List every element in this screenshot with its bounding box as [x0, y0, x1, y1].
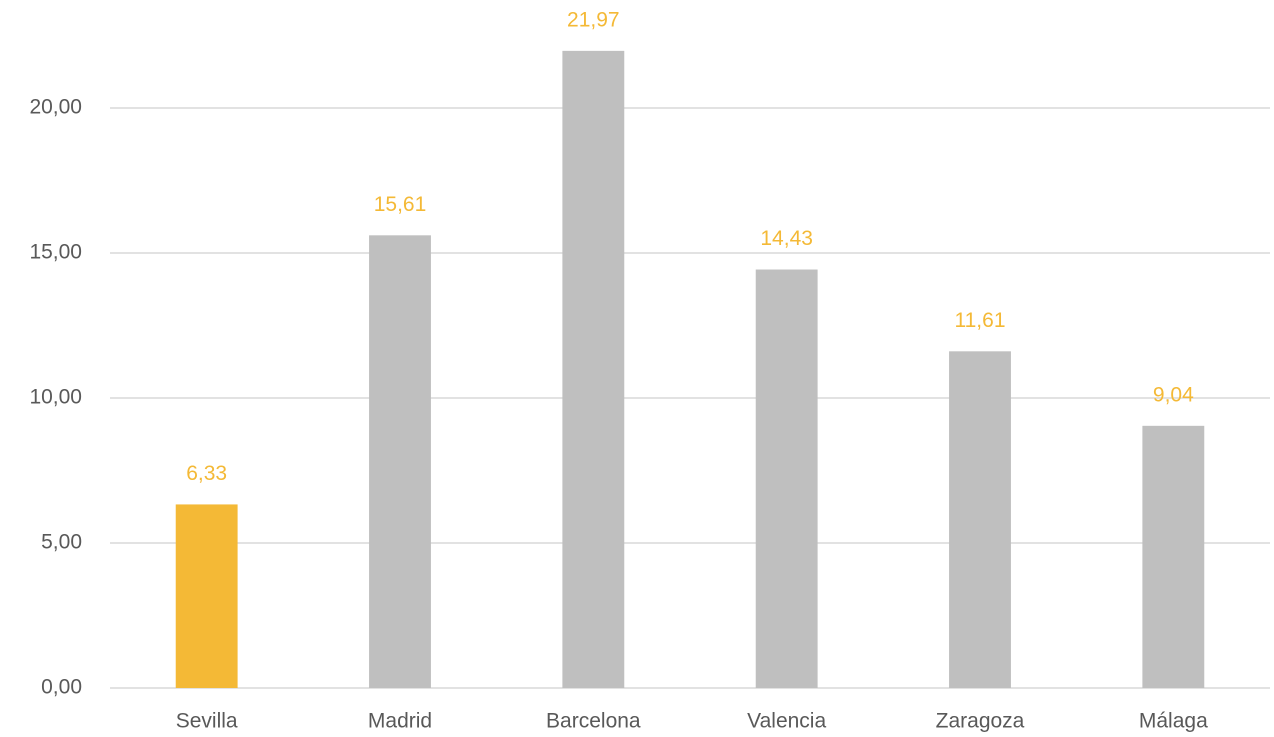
bar: [562, 50, 625, 689]
y-tick-label: 5,00: [41, 531, 82, 554]
y-tick-label: 10,00: [29, 386, 82, 409]
data-label: 6,33: [186, 462, 227, 485]
data-label: 21,97: [567, 8, 620, 31]
bar: [175, 504, 238, 688]
data-label: 11,61: [955, 309, 1006, 332]
data-label: 15,61: [374, 193, 427, 216]
bar: [369, 235, 431, 688]
x-tick-label: Sevilla: [176, 710, 238, 733]
x-tick-label: Málaga: [1139, 710, 1208, 733]
x-tick-label: Valencia: [747, 710, 826, 733]
y-tick-label: 20,00: [29, 96, 82, 119]
x-tick-label: Madrid: [368, 710, 432, 733]
x-tick-label: Barcelona: [546, 710, 641, 733]
data-label: 9,04: [1153, 383, 1194, 406]
data-label: 14,43: [760, 227, 813, 250]
bar: [949, 351, 1011, 688]
y-tick-label: 0,00: [41, 676, 82, 699]
bar: [1142, 425, 1205, 688]
x-tick-label: Zaragoza: [936, 710, 1025, 733]
bar: [755, 269, 818, 688]
y-tick-label: 15,00: [29, 241, 82, 264]
